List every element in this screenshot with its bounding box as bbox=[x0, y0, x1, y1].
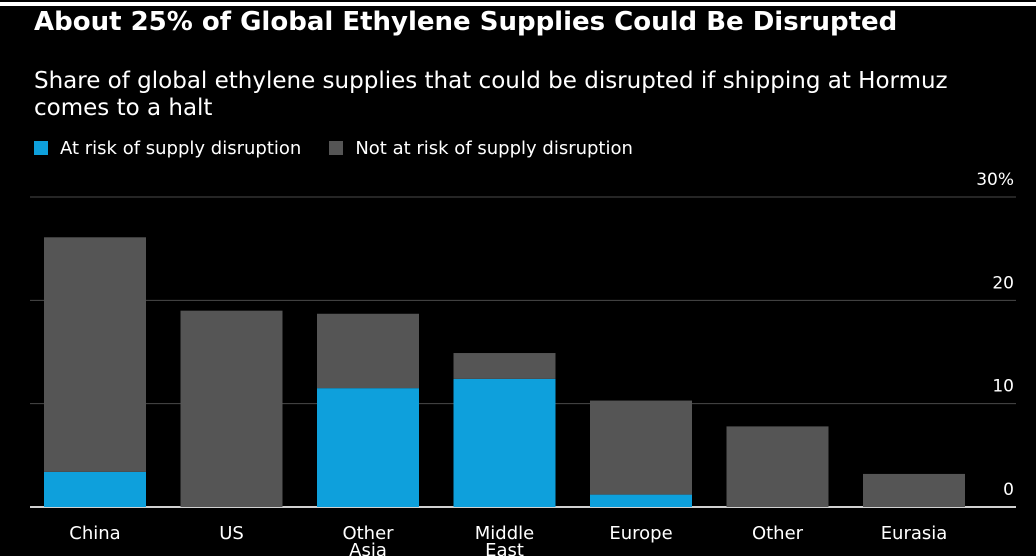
bar-segment bbox=[44, 471, 146, 507]
legend-swatch-not-at-risk bbox=[329, 141, 344, 155]
y-tick-label: 30% bbox=[976, 170, 1014, 190]
legend-swatch-at-risk bbox=[34, 141, 48, 155]
chart-subtitle: Share of global ethylene supplies that c… bbox=[34, 68, 948, 121]
bar-segment bbox=[317, 388, 419, 507]
legend-item-not-at-risk: Not at risk of supply disruption bbox=[329, 138, 633, 159]
bar-segment bbox=[180, 310, 283, 507]
legend: At risk of supply disruption Not at risk… bbox=[34, 137, 661, 159]
bar-segment bbox=[863, 473, 965, 507]
x-tick-label: Middle East bbox=[475, 523, 534, 556]
bar-segment bbox=[453, 353, 556, 379]
bar-segment bbox=[590, 400, 692, 495]
bars bbox=[44, 237, 965, 507]
x-tick-label-line: Other bbox=[752, 523, 804, 544]
x-tick-label-line: Eurasia bbox=[881, 523, 948, 544]
chart-title: About 25% of Global Ethylene Supplies Co… bbox=[34, 7, 898, 37]
x-tick-label-line: US bbox=[219, 523, 244, 544]
bar-segment bbox=[590, 494, 692, 507]
x-tick-label: Other Asia bbox=[342, 523, 394, 556]
legend-label-not-at-risk: Not at risk of supply disruption bbox=[355, 137, 633, 159]
x-tick-label-line: Middle bbox=[475, 523, 534, 544]
bar-segment bbox=[317, 313, 419, 389]
x-tick-label-line: East bbox=[485, 540, 524, 556]
x-tick-label: China bbox=[69, 523, 120, 544]
x-tick-label: Europe bbox=[609, 523, 672, 544]
y-axis-ticks: 0 10 20 30% bbox=[976, 170, 1014, 500]
x-tick-label-line: Asia bbox=[349, 540, 387, 556]
bar-segment bbox=[726, 426, 829, 507]
y-tick-label: 0 bbox=[1003, 480, 1014, 500]
x-tick-label: Eurasia bbox=[881, 523, 948, 544]
legend-item-at-risk: At risk of supply disruption bbox=[34, 138, 301, 159]
x-tick-label: Other bbox=[752, 523, 804, 544]
bar-segment bbox=[453, 378, 556, 507]
x-tick-label-line: Europe bbox=[609, 523, 672, 544]
top-rule bbox=[0, 2, 1036, 6]
bar-segment bbox=[44, 237, 146, 472]
legend-label-at-risk: At risk of supply disruption bbox=[60, 137, 302, 159]
x-tick-label-line: Other bbox=[342, 523, 394, 544]
x-tick-label: US bbox=[219, 523, 244, 544]
x-tick-label-line: China bbox=[69, 523, 120, 544]
y-tick-label: 10 bbox=[992, 377, 1014, 397]
y-tick-label: 20 bbox=[992, 273, 1014, 293]
